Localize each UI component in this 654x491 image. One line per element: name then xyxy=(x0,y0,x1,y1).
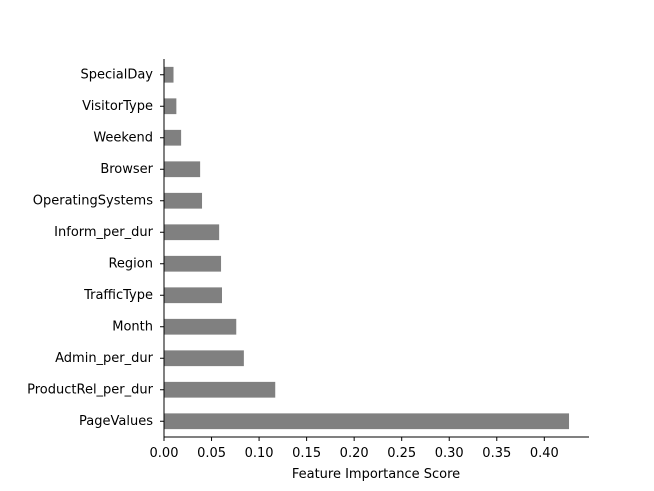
x-axis-ticks: 0.00 0.05 0.10 0.15 0.20 0.25 0.30 0.35 0.40 xyxy=(150,437,559,461)
y-tick-label-traffictype: TrafficType xyxy=(83,288,153,303)
y-tick-label-operatingsystems: OperatingSystems xyxy=(33,193,153,208)
y-tick-label-region: Region xyxy=(108,256,153,271)
bar-month xyxy=(164,318,237,335)
y-tick-label-admin-per-dur: Admin_per_dur xyxy=(55,351,154,366)
y-tick-label-inform-per-dur: Inform_per_dur xyxy=(54,225,153,240)
y-tick-label-month: Month xyxy=(112,319,153,334)
y-tick-label-weekend: Weekend xyxy=(93,130,153,145)
x-tick-label: 0.20 xyxy=(340,446,369,461)
bar-weekend xyxy=(164,129,182,146)
y-tick-label-browser: Browser xyxy=(100,162,153,177)
x-tick-label: 0.15 xyxy=(292,446,321,461)
bar-inform-per-dur xyxy=(164,224,220,241)
x-tick-label: 0.05 xyxy=(197,446,226,461)
bar-browser xyxy=(164,161,201,178)
bar-operatingsystems xyxy=(164,192,203,209)
x-tick-label: 0.10 xyxy=(245,446,274,461)
bar-pagevalues xyxy=(164,413,570,430)
x-tick-label: 0.35 xyxy=(482,446,511,461)
bar-visitortype xyxy=(164,98,177,115)
y-tick-label-visitortype: VisitorType xyxy=(82,99,153,114)
y-axis-ticks: PageValues ProductRel_per_dur Admin_per_du… xyxy=(27,67,164,429)
bar-admin-per-dur xyxy=(164,350,244,367)
bar-specialday xyxy=(164,66,174,83)
x-tick-label: 0.25 xyxy=(387,446,416,461)
bar-productrel-per-dur xyxy=(164,381,276,398)
y-tick-label-productrel-per-dur: ProductRel_per_dur xyxy=(27,382,154,397)
x-tick-label: 0.00 xyxy=(150,446,179,461)
bars-group xyxy=(164,66,570,430)
x-tick-label: 0.30 xyxy=(435,446,464,461)
bar-region xyxy=(164,255,222,272)
bar-traffictype xyxy=(164,287,222,304)
x-tick-label: 0.40 xyxy=(530,446,559,461)
y-tick-label-pagevalues: PageValues xyxy=(79,414,153,429)
y-tick-label-specialday: SpecialDay xyxy=(80,67,153,82)
x-axis-label: Feature Importance Score xyxy=(292,467,460,482)
